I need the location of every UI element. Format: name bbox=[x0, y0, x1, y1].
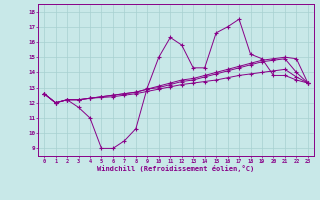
X-axis label: Windchill (Refroidissement éolien,°C): Windchill (Refroidissement éolien,°C) bbox=[97, 165, 255, 172]
